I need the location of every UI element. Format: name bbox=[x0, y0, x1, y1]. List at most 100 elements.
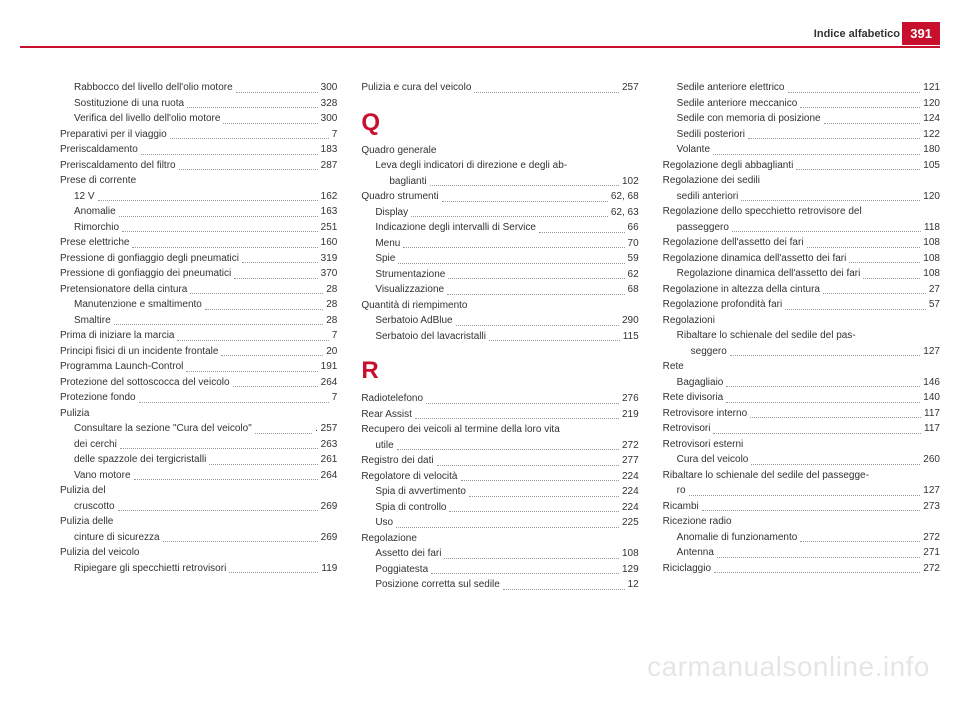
entry-page: 160 bbox=[321, 235, 338, 251]
entry-label: dei cerchi bbox=[74, 437, 117, 453]
leader-dots bbox=[863, 266, 920, 279]
leader-dots bbox=[221, 344, 323, 357]
leader-dots bbox=[163, 530, 318, 543]
index-entry: Regolazione dinamica dell'assetto dei fa… bbox=[663, 266, 940, 282]
entry-label: seggero bbox=[691, 344, 727, 360]
entry-label: Pulizia e cura del veicolo bbox=[361, 80, 471, 96]
leader-dots bbox=[118, 499, 318, 512]
entry-label: Pressione di gonfiaggio degli pneumatici bbox=[60, 251, 239, 267]
entry-label: Rabbocco del livello dell'olio motore bbox=[74, 80, 233, 96]
entry-label: utile bbox=[375, 438, 393, 454]
index-entry: Bagagliaio146 bbox=[663, 375, 940, 391]
entry-label: Prese elettriche bbox=[60, 235, 129, 251]
index-entry: Pretensionatore della cintura 28 bbox=[60, 282, 337, 298]
leader-dots bbox=[713, 421, 921, 434]
entry-page: 129 bbox=[622, 562, 639, 578]
leader-dots bbox=[132, 235, 317, 248]
entry-label: Pretensionatore della cintura bbox=[60, 282, 187, 298]
entry-page: 277 bbox=[622, 453, 639, 469]
entry-label: cinture di sicurezza bbox=[74, 530, 160, 546]
index-entry: Regolazione degli abbaglianti105 bbox=[663, 158, 940, 174]
entry-label: Ribaltare lo schienale del sedile del pa… bbox=[663, 468, 869, 484]
entry-page: 370 bbox=[321, 266, 338, 282]
entry-label: Sedile con memoria di posizione bbox=[677, 111, 821, 127]
index-entry: cruscotto269 bbox=[60, 499, 337, 515]
leader-dots bbox=[411, 205, 608, 218]
entry-page: 28 bbox=[326, 297, 337, 313]
index-entry: delle spazzole dei tergicristalli261 bbox=[60, 452, 337, 468]
leader-dots bbox=[489, 329, 620, 342]
entry-label: Regolazione dell'assetto dei fari bbox=[663, 235, 804, 251]
leader-dots bbox=[785, 297, 926, 310]
entry-label: Verifica del livello dell'olio motore bbox=[74, 111, 220, 127]
entry-page: 121 bbox=[923, 80, 940, 96]
index-entry: Poggiatesta129 bbox=[361, 562, 638, 578]
leader-dots bbox=[702, 499, 921, 512]
entry-label: passeggero bbox=[677, 220, 729, 236]
index-entry: Pulizia del bbox=[60, 483, 337, 499]
leader-dots bbox=[717, 545, 920, 558]
index-entry: Serbatoio AdBlue290 bbox=[361, 313, 638, 329]
entry-label: Uso bbox=[375, 515, 393, 531]
entry-page: 120 bbox=[923, 96, 940, 112]
index-entry: Leva degli indicatori di direzione e deg… bbox=[361, 158, 638, 174]
entry-label: Sostituzione di una ruota bbox=[74, 96, 184, 112]
entry-page: 272 bbox=[622, 438, 639, 454]
leader-dots bbox=[134, 468, 318, 481]
leader-dots bbox=[807, 235, 921, 248]
index-entry: Ripiegare gli specchietti retrovisori119 bbox=[60, 561, 337, 577]
leader-dots bbox=[398, 251, 624, 264]
entry-label: Regolazione dinamica dell'assetto dei fa… bbox=[663, 251, 847, 267]
entry-page: 224 bbox=[622, 469, 639, 485]
entry-label: ro bbox=[677, 483, 686, 499]
leader-dots bbox=[179, 158, 318, 171]
entry-page: 20 bbox=[326, 344, 337, 360]
entry-page: 102 bbox=[622, 174, 639, 190]
index-entry: Preriscaldamento del filtro287 bbox=[60, 158, 337, 174]
leader-dots bbox=[229, 561, 318, 574]
entry-page: 300 bbox=[321, 111, 338, 127]
entry-page: 219 bbox=[622, 407, 639, 423]
entry-page: 28 bbox=[326, 282, 337, 298]
index-entry: Indicazione degli intervalli di Service6… bbox=[361, 220, 638, 236]
leader-dots bbox=[205, 297, 323, 310]
leader-dots bbox=[114, 313, 324, 326]
leader-dots bbox=[751, 452, 920, 465]
leader-dots bbox=[122, 220, 318, 233]
entry-page: 127 bbox=[923, 344, 940, 360]
index-column-middle: Pulizia e cura del veicolo257QQuadro gen… bbox=[361, 80, 638, 661]
entry-label: cruscotto bbox=[74, 499, 115, 515]
entry-page: 108 bbox=[923, 266, 940, 282]
entry-label: Sedile anteriore meccanico bbox=[677, 96, 798, 112]
index-entry: Rete bbox=[663, 359, 940, 375]
index-entry: utile 272 bbox=[361, 438, 638, 454]
entry-label: 12 V bbox=[74, 189, 95, 205]
entry-page: 118 bbox=[924, 220, 940, 236]
index-entry: Radiotelefono276 bbox=[361, 391, 638, 407]
leader-dots bbox=[415, 407, 619, 420]
leader-dots bbox=[800, 530, 920, 543]
leader-dots bbox=[396, 515, 619, 528]
index-entry: passeggero 118 bbox=[663, 220, 940, 236]
entry-label: Ricezione radio bbox=[663, 514, 732, 530]
entry-page: 59 bbox=[628, 251, 639, 267]
leader-dots bbox=[190, 282, 323, 295]
index-entry: Consultare la sezione "Cura del veicolo"… bbox=[60, 421, 337, 437]
entry-page: 328 bbox=[321, 96, 338, 112]
entry-page: 264 bbox=[321, 468, 338, 484]
entry-label: Display bbox=[375, 205, 408, 221]
leader-dots bbox=[748, 127, 920, 140]
leader-dots bbox=[170, 127, 329, 140]
index-entry: Pulizia del veicolo bbox=[60, 545, 337, 561]
leader-dots bbox=[456, 313, 619, 326]
entry-label: Ricambi bbox=[663, 499, 699, 515]
entry-label: Assetto dei fari bbox=[375, 546, 441, 562]
entry-label: Visualizzazione bbox=[375, 282, 444, 298]
leader-dots bbox=[713, 142, 920, 155]
entry-label: Posizione corretta sul sedile bbox=[375, 577, 500, 593]
entry-label: Preriscaldamento bbox=[60, 142, 138, 158]
index-entry: Rete divisoria140 bbox=[663, 390, 940, 406]
entry-page: 272 bbox=[923, 561, 940, 577]
index-entry: Anomalie163 bbox=[60, 204, 337, 220]
leader-dots bbox=[796, 158, 920, 171]
